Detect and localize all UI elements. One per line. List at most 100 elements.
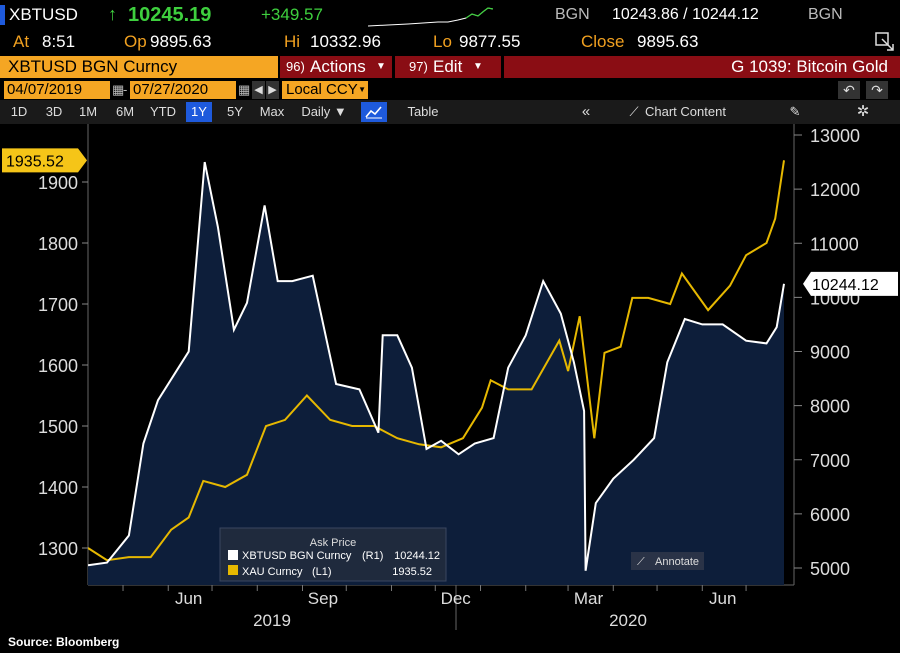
chevron-down-icon: ▼ (376, 61, 386, 72)
x-tick-label: Mar (574, 589, 604, 608)
gold-last-value-tag: 1935.52 (2, 148, 87, 173)
left-tick-label: 1800 (38, 234, 78, 254)
start-date-field[interactable]: 04/07/2019 (4, 81, 110, 99)
chevron-down-icon: ▼ (473, 61, 483, 72)
right-tick-label: 6000 (810, 505, 850, 525)
legend[interactable]: Ask Price XBTUSD BGN Curncy (R1) 10244.1… (219, 527, 447, 582)
at-value: 8:51 (42, 32, 76, 51)
chart-area[interactable]: 1300 1400 1500 1600 1700 1800 1900 5000 6000 700… (0, 124, 900, 653)
range-button-1d[interactable]: 1D (10, 104, 28, 119)
left-axis-ticks: 1300 1400 1500 1600 1700 1800 1900 (38, 173, 88, 559)
range-button-5y[interactable]: 5Y (227, 104, 243, 119)
source-label: BGN (555, 6, 590, 23)
low-label: Lo (433, 32, 452, 51)
close-label: Close (581, 32, 625, 51)
calendar-icon[interactable]: ▦ (238, 82, 251, 97)
right-tick-label: 7000 (810, 451, 850, 471)
pencil-icon: ⟋ (637, 556, 645, 568)
currency-value: Local CCY (286, 81, 358, 98)
legend-row2-name: XAU Curncy (242, 566, 303, 578)
range-button-6m[interactable]: 6M (115, 104, 135, 119)
end-date-field[interactable]: 07/27/2020 (130, 81, 236, 99)
next-period-icon[interactable]: ▶ (266, 81, 279, 99)
bitcoin-series-line[interactable] (88, 161, 785, 571)
left-tick-label: 1600 (38, 356, 78, 376)
high-label: Hi (284, 32, 301, 51)
ticker-header: XBTUSD ↑ 10245.19 +349.57 BGN 10243.86 /… (0, 2, 900, 28)
redo-icon[interactable]: ↷ (866, 81, 888, 99)
function-title: G 1039: Bitcoin Gold (731, 57, 888, 76)
x-axis-ticks: Jun Sep Dec Mar Jun (122, 585, 747, 608)
x-tick-label: Dec (441, 589, 472, 608)
calendar-icon[interactable]: ▦ (112, 82, 125, 97)
chart-content-icon: ⟋ (629, 104, 639, 119)
right-tick-label: 9000 (810, 343, 850, 363)
chart-toolbar (0, 100, 900, 124)
year-label-2020: 2020 (609, 611, 647, 630)
last-price: 10245.19 (128, 4, 212, 26)
prev-period-icon[interactable]: ◀ (252, 81, 265, 99)
collapse-left-icon[interactable]: « (581, 103, 591, 120)
left-tick-label: 1700 (38, 295, 78, 315)
range-button-1m[interactable]: 1M (78, 104, 98, 119)
source-label-2: BGN (808, 6, 843, 23)
bitcoin-last-value: 10244.12 (812, 277, 879, 294)
range-button-max[interactable]: Max (259, 104, 285, 119)
range-button-3d[interactable]: 3D (45, 104, 63, 119)
annotate-label: Annotate (655, 556, 699, 568)
undo-icon[interactable]: ↶ (838, 81, 860, 99)
right-tick-label: 11000 (810, 234, 859, 254)
left-tick-label: 1400 (38, 478, 78, 498)
function-title-bar: G 1039: Bitcoin Gold (504, 56, 900, 78)
edit-menu[interactable]: 97) Edit ▼ (395, 56, 501, 78)
right-tick-label: 12000 (810, 180, 860, 200)
actions-menu-label: Actions (310, 57, 366, 76)
legend-title: Ask Price (310, 537, 356, 549)
ticker-symbol[interactable]: XBTUSD (9, 5, 78, 24)
legend-swatch-bitcoin (228, 550, 238, 560)
line-chart-icon[interactable] (361, 102, 387, 122)
up-arrow-icon: ↑ (108, 4, 117, 24)
frequency-select[interactable]: Daily ▼ (301, 104, 347, 119)
currency-select[interactable]: Local CCY ▼ (282, 81, 368, 99)
edit-pencil-icon[interactable]: ✎ (789, 104, 801, 119)
settings-gear-icon[interactable]: ✲ (856, 103, 870, 120)
low-value: 9877.55 (459, 32, 521, 51)
bid-ask: 10243.86 / 10244.12 (612, 6, 759, 23)
security-field[interactable]: XBTUSD BGN Curncy (0, 56, 278, 78)
price-change: +349.57 (261, 5, 323, 24)
chevron-down-icon: ▼ (358, 85, 366, 94)
date-separator: - (123, 82, 128, 97)
source-footer: Source: Bloomberg (8, 635, 119, 649)
legend-row1-value: 10244.12 (394, 550, 440, 562)
left-tick-label: 1300 (38, 539, 78, 559)
gold-series-line[interactable] (88, 160, 785, 562)
actions-menu-number: 96) (286, 59, 305, 74)
quote-line: At 8:51 Op 9895.63 Hi 10332.96 Lo 9877.5… (0, 30, 900, 54)
range-button-ytd[interactable]: YTD (150, 104, 176, 119)
start-date-value: 04/07/2019 (7, 81, 83, 98)
annotate-button[interactable]: ⟋ Annotate (631, 552, 704, 570)
gold-last-value: 1935.52 (6, 153, 64, 170)
security-marker (0, 5, 5, 25)
legend-row2-value: 1935.52 (392, 566, 432, 578)
x-tick-label: Jun (175, 589, 202, 608)
table-button[interactable]: Table (407, 104, 439, 119)
end-date-value: 07/27/2020 (133, 81, 209, 98)
x-tick-label: Jun (709, 589, 736, 608)
right-tick-label: 8000 (810, 397, 850, 417)
left-tick-label: 1900 (38, 173, 78, 193)
right-tick-label: 13000 (810, 126, 860, 146)
open-value: 9895.63 (150, 32, 212, 51)
high-value: 10332.96 (310, 32, 381, 51)
chart-content-button[interactable]: Chart Content (645, 104, 726, 119)
range-button-1y[interactable]: 1Y (186, 102, 212, 122)
bitcoin-last-value-tag: 10244.12 (803, 271, 898, 296)
edit-menu-label: Edit (433, 57, 463, 76)
at-label: At (13, 32, 30, 51)
x-tick-label: Sep (308, 589, 338, 608)
expand-window-icon[interactable] (874, 31, 896, 53)
legend-swatch-gold (228, 565, 238, 575)
actions-menu[interactable]: 96) Actions ▼ (280, 56, 392, 78)
